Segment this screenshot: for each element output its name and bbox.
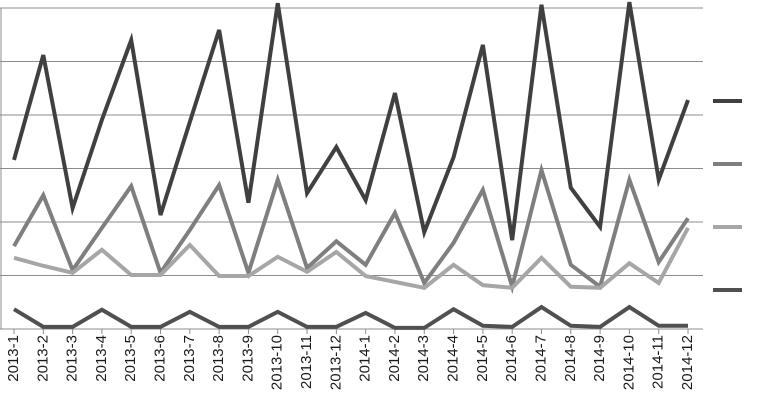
x-tick-label: 2013-1	[5, 335, 22, 382]
x-tick-label: 2013-9	[239, 335, 256, 382]
x-tick-label: 2014-6	[503, 335, 520, 382]
x-tick-label: 2013-2	[34, 335, 51, 382]
x-tick-label: 2013-12	[327, 335, 344, 390]
x-tick-label: 2013-6	[151, 335, 168, 382]
x-tick-label: 2014-1	[357, 335, 374, 382]
x-tick-label: 2014-12	[679, 335, 696, 390]
x-tick-label: 2013-7	[181, 335, 198, 382]
line-series	[13, 226, 690, 290]
x-tick-label: 2013-5	[122, 335, 139, 382]
x-tick-label: 2014-8	[562, 335, 579, 382]
x-tick-label: 2014-5	[474, 335, 491, 382]
x-tick-label: 2013-4	[93, 335, 110, 382]
line-series	[12, 1, 690, 241]
x-tick-label: 2014-9	[591, 335, 608, 382]
x-tick-label: 2014-11	[650, 335, 667, 389]
line-series	[12, 304, 688, 330]
line-series	[12, 162, 690, 295]
x-tick-label: 2013-10	[269, 335, 286, 390]
x-tick-label: 2013-11	[298, 335, 315, 389]
x-tick-label: 2014-4	[445, 335, 462, 382]
x-tick-label: 2014-2	[386, 335, 403, 382]
x-tick-label: 2013-8	[210, 335, 227, 382]
x-tick-label: 2013-3	[64, 335, 81, 382]
x-tick-label: 2014-3	[415, 335, 432, 382]
x-tick-label: 2014-7	[532, 335, 549, 382]
x-tick-label: 2014-10	[620, 335, 637, 390]
